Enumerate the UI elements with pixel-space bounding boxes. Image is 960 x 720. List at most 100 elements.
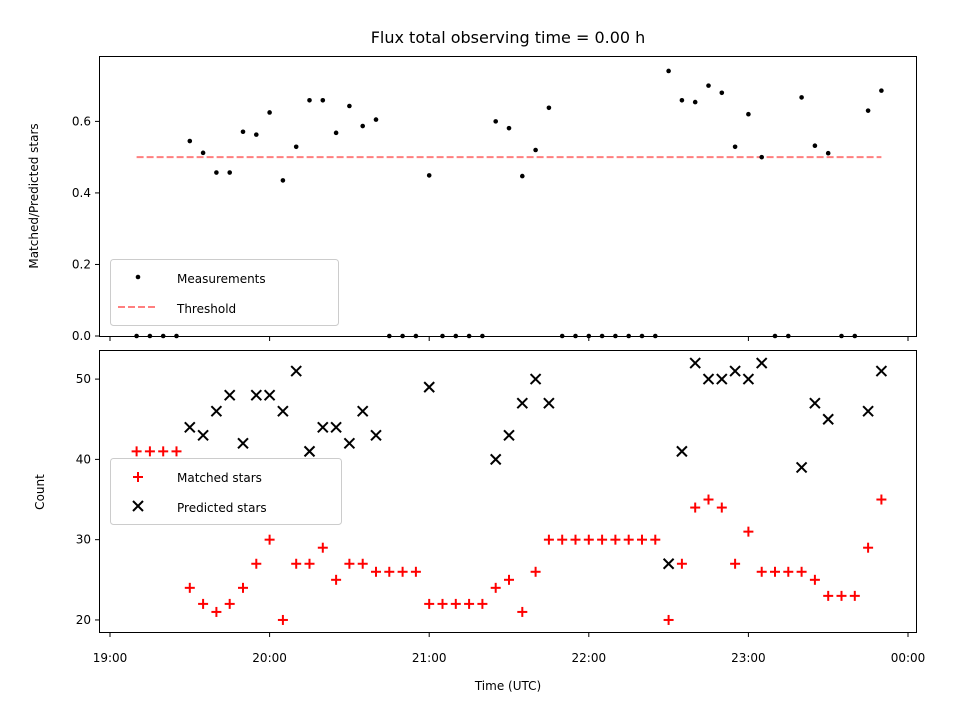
matched-star-point	[809, 574, 820, 585]
count-y-tick-label: 20	[76, 613, 91, 627]
measurement-point	[533, 147, 538, 153]
count-legend: Matched stars Predicted stars	[110, 458, 342, 525]
matched-star-point	[530, 566, 541, 577]
predicted-star-point	[263, 389, 276, 401]
x-tick-label: 22:00	[572, 651, 607, 665]
ratio-panel: 0.0 0.2 0.4 0.6 Matched/Predicted stars Mea…	[27, 56, 917, 343]
matched-star-point	[517, 606, 528, 617]
predicted-star-point	[343, 437, 356, 450]
measurement-point	[214, 170, 219, 175]
measurement-point	[506, 125, 512, 131]
measurement-point	[200, 150, 206, 156]
ratio-y-tick-label: 0.6	[72, 114, 91, 128]
matched-star-point	[450, 598, 461, 609]
predicted-star-point	[184, 421, 196, 433]
matched-star-point	[783, 566, 794, 577]
measurement-point	[706, 83, 711, 88]
legend-matched-marker	[133, 472, 143, 482]
predicted-star-point	[317, 421, 329, 433]
predicted-star-point	[689, 357, 701, 369]
legend-measurements-marker	[135, 274, 141, 280]
matched-star-point	[490, 582, 501, 593]
predicted-star-point	[370, 429, 382, 442]
measurement-point	[360, 123, 366, 129]
x-axis-label: Time (UTC)	[474, 679, 541, 693]
matched-star-point	[131, 446, 142, 457]
matched-star-point	[637, 534, 647, 545]
measurement-point	[373, 117, 379, 122]
measurement-point	[799, 95, 804, 100]
matched-star-point	[397, 566, 408, 577]
predicted-star-point	[516, 397, 529, 409]
x-tick-label: 21:00	[412, 651, 447, 665]
ratio-y-axis-label: Matched/Predicted stars	[27, 123, 41, 268]
measurement-point	[293, 144, 299, 150]
measurement-point	[692, 99, 698, 105]
count-plot-marks	[131, 357, 888, 625]
predicted-star-point	[702, 373, 715, 385]
matched-star-point	[277, 614, 288, 625]
measurement-point	[227, 170, 232, 175]
x-tick-label: 00:00	[891, 651, 926, 665]
ratio-legend: Measurements Threshold	[110, 259, 339, 326]
measurement-point	[493, 119, 499, 124]
measurement-point	[280, 178, 286, 183]
matched-star-point	[291, 558, 302, 569]
predicted-star-point	[862, 405, 874, 417]
measurement-point	[520, 173, 525, 179]
matched-star-point	[198, 598, 209, 609]
x-tick-label: 23:00	[731, 651, 766, 665]
matched-star-point	[184, 582, 195, 593]
matched-star-point	[437, 598, 448, 609]
x-tick-label: 19:00	[93, 651, 128, 665]
matched-star-point	[464, 598, 475, 609]
matched-star-point	[796, 566, 807, 577]
matched-star-point	[743, 526, 754, 537]
matched-star-point	[583, 534, 594, 545]
matched-star-point	[876, 494, 887, 505]
x-tick-label: 20:00	[252, 651, 287, 665]
measurement-point	[825, 150, 831, 156]
matched-star-point	[384, 566, 395, 577]
matched-star-point	[730, 558, 741, 569]
measurement-point	[347, 103, 352, 109]
predicted-star-point	[729, 365, 741, 377]
matched-star-point	[344, 558, 355, 569]
count-x-ticks: 19:00 20:00 21:00 22:00 23:00 00:00	[93, 632, 926, 665]
legend-measurements-label: Measurements	[177, 272, 266, 286]
matched-star-point	[158, 446, 169, 457]
predicted-star-point	[303, 445, 316, 458]
matched-star-point	[238, 582, 248, 593]
legend-threshold-label: Threshold	[176, 302, 236, 316]
matched-star-point	[504, 574, 514, 585]
measurement-point	[879, 88, 884, 93]
count-y-tick-label: 40	[76, 452, 91, 466]
measurement-point	[267, 110, 272, 115]
matched-star-point	[610, 534, 621, 545]
count-y-ticks: 20 30 40 50	[76, 372, 100, 627]
predicted-star-point	[742, 373, 755, 385]
predicted-star-point	[755, 357, 768, 369]
predicted-star-point	[356, 405, 369, 417]
matched-star-point	[557, 534, 568, 545]
ratio-y-ticks: 0.0 0.2 0.4 0.6	[72, 114, 100, 343]
measurement-point	[812, 143, 818, 149]
legend-predicted-label: Predicted stars	[177, 501, 267, 515]
matched-star-point	[371, 566, 381, 577]
predicted-star-point	[250, 389, 263, 401]
measurement-point	[253, 132, 259, 137]
ratio-y-tick-label: 0.4	[72, 186, 91, 200]
measurement-point	[666, 68, 671, 74]
predicted-star-point	[197, 429, 209, 442]
predicted-star-point	[223, 389, 236, 401]
measurement-point	[426, 173, 432, 178]
matched-star-point	[251, 558, 262, 569]
matched-star-point	[264, 534, 275, 545]
matched-star-point	[770, 566, 780, 577]
matched-star-point	[424, 598, 435, 609]
matched-star-point	[144, 446, 155, 457]
matched-star-point	[756, 566, 767, 577]
chart-title: Flux total observing time = 0.00 h	[371, 28, 646, 47]
predicted-star-point	[795, 461, 808, 474]
matched-star-point	[663, 614, 674, 625]
